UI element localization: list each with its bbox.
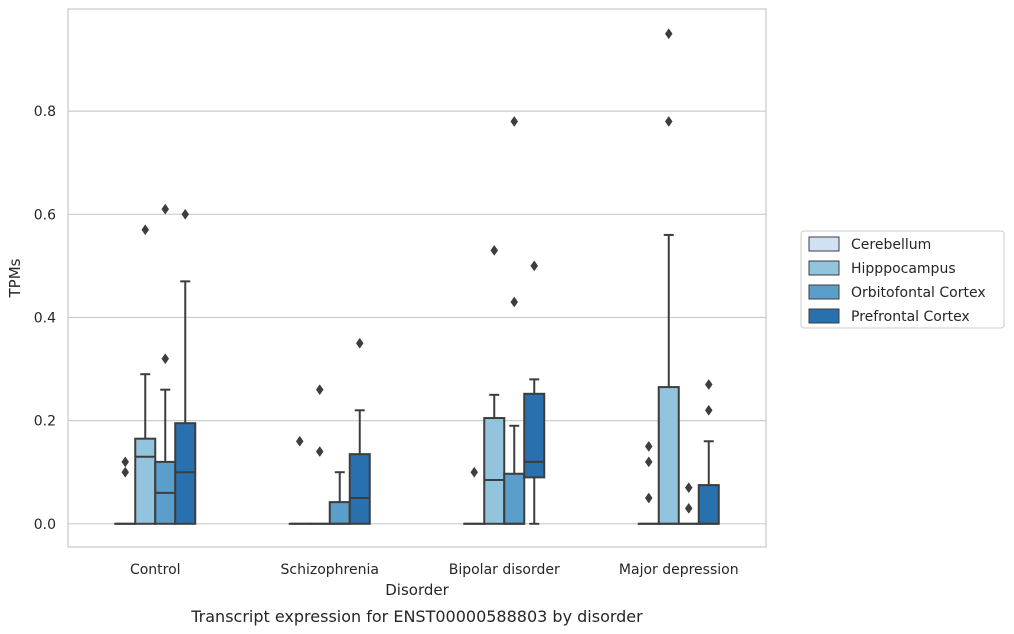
outlier-point — [470, 466, 479, 478]
box-group — [463, 466, 486, 525]
box — [328, 501, 351, 525]
x-tick-label: Major depression — [619, 562, 739, 578]
legend-swatch — [808, 308, 840, 324]
outlier-point — [510, 296, 519, 308]
outlier-point — [355, 337, 364, 349]
box-group — [503, 116, 526, 525]
box — [483, 417, 506, 525]
outlier-point — [704, 404, 713, 416]
box — [697, 484, 720, 525]
outlier-point — [121, 456, 130, 468]
y-tick-label: 0.4 — [34, 310, 56, 326]
y-tick-labels: 0.0 0.2 0.4 0.6 0.8 — [34, 104, 56, 533]
outlier-point — [141, 224, 150, 236]
outlier-point — [121, 466, 130, 478]
legend-swatch — [808, 284, 840, 300]
outlier-point — [664, 116, 673, 127]
outlier-point — [181, 208, 190, 220]
outlier-point — [644, 456, 653, 468]
legend-label: Hipppocampus — [851, 261, 956, 277]
legend-label: Cerebellum — [851, 237, 931, 253]
box-group — [637, 440, 660, 525]
box-group — [348, 337, 371, 525]
y-tick-label: 0.0 — [34, 517, 56, 533]
plot-frame — [67, 8, 767, 548]
legend-swatch — [808, 260, 840, 276]
box — [134, 437, 157, 525]
outlier-point — [704, 379, 713, 390]
outlier-point — [295, 435, 304, 447]
y-tick-label: 0.8 — [34, 104, 56, 120]
box-group — [114, 456, 137, 525]
box-layer — [114, 28, 720, 525]
y-tick-label: 0.2 — [34, 414, 56, 430]
box — [523, 392, 546, 479]
x-axis-label: Disorder — [385, 581, 449, 599]
outlier-point — [530, 260, 539, 272]
box-group — [308, 384, 331, 525]
box-group — [328, 471, 351, 525]
outlier-point — [510, 116, 519, 127]
legend-swatch — [808, 236, 840, 252]
outlier-point — [664, 28, 673, 40]
outlier-point — [161, 203, 170, 215]
legend: Cerebellum Hipppocampus Orbitofontal Corte… — [800, 230, 1005, 329]
box-group — [174, 208, 197, 525]
outlier-point — [684, 502, 693, 514]
box-group — [154, 203, 177, 525]
outlier-point — [644, 492, 653, 504]
box — [348, 453, 371, 525]
box-group — [657, 28, 680, 525]
x-tick-label: Schizophrenia — [281, 562, 379, 578]
box — [503, 472, 526, 525]
outlier-point — [644, 440, 653, 452]
legend-frame — [800, 230, 1005, 329]
outlier-point — [315, 446, 324, 458]
y-tick-label: 0.6 — [34, 207, 56, 223]
box — [657, 386, 680, 525]
x-tick-label: Bipolar disorder — [449, 562, 560, 578]
x-tick-label: Control — [130, 562, 181, 578]
box-group — [677, 482, 700, 525]
outlier-point — [315, 384, 324, 396]
y-axis-label: TPMs — [6, 258, 24, 298]
box-group — [134, 224, 157, 525]
legend-label: Orbitofontal Cortex — [851, 285, 986, 301]
box-group — [288, 435, 311, 525]
box-group — [697, 379, 720, 525]
legend-label: Prefrontal Cortex — [851, 309, 970, 325]
outlier-point — [161, 353, 170, 365]
box-group — [483, 244, 506, 525]
outlier-point — [684, 482, 693, 494]
outlier-point — [490, 244, 499, 256]
x-tick-labels: Control Schizophrenia Bipolar disorder Majo… — [130, 562, 739, 578]
box-group — [523, 260, 546, 525]
chart-caption: Transcript expression for ENST0000058880… — [190, 607, 643, 626]
box — [174, 422, 197, 525]
